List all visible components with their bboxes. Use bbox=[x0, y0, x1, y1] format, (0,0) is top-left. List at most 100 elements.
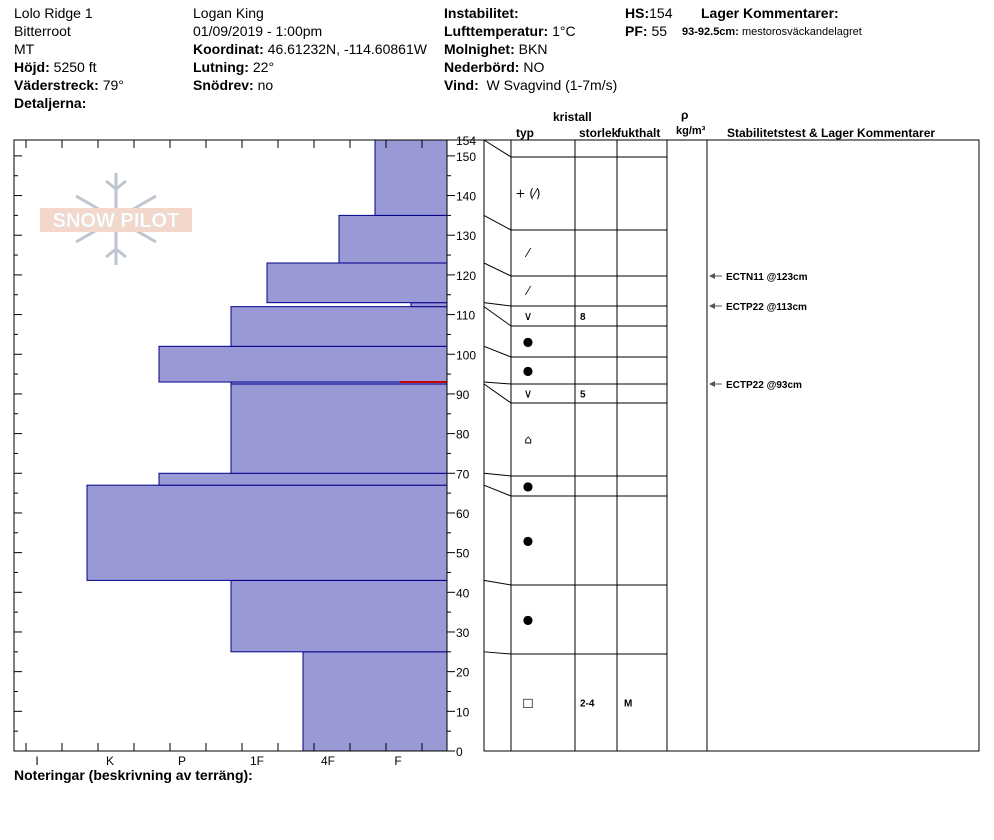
depth-tick-label: 20 bbox=[456, 666, 470, 680]
precip-value: NO bbox=[523, 59, 545, 75]
depth-tick-label: 150 bbox=[456, 150, 476, 164]
hardness-bar bbox=[230, 383, 448, 474]
header-moisture: fukthalt bbox=[617, 126, 660, 140]
snowpilot-logo: SNOW PILOT bbox=[40, 173, 192, 265]
aspect-value: 79° bbox=[102, 77, 124, 93]
grain-type-symbol: ⌂ bbox=[524, 433, 532, 447]
stability-arrow-head bbox=[709, 273, 715, 279]
profile-axes: I K P 1F 4F F 0 10 20 30 40 50 60 70 80 90 100 110 120 130 1… bbox=[13, 134, 484, 768]
elevation: Höjd: 5250 ft bbox=[14, 58, 96, 76]
layer-comment-range: 93-92.5cm: bbox=[682, 26, 739, 38]
cloud-cover: Molnighet: BKN bbox=[444, 40, 547, 58]
state: MT bbox=[14, 41, 35, 57]
hardness-bar bbox=[158, 345, 448, 383]
depth-tick-label: 60 bbox=[456, 507, 470, 521]
coordinates: Koordinat: 46.61232N, -114.60861W bbox=[193, 40, 427, 58]
depth-tick-label: 70 bbox=[456, 467, 470, 481]
hardness-tick-label: I bbox=[35, 754, 38, 768]
coord-label: Koordinat: bbox=[193, 41, 264, 57]
depth-tick-label: 100 bbox=[456, 348, 476, 362]
depth-connector bbox=[483, 381, 512, 385]
hardness-bar bbox=[230, 306, 448, 347]
cloud-value: BKN bbox=[518, 41, 548, 57]
hardness-bar bbox=[410, 302, 448, 308]
depth-connector bbox=[483, 383, 512, 404]
grain-type-symbol: ● bbox=[523, 613, 533, 627]
hs-value: 154 bbox=[649, 5, 673, 21]
profile-frame bbox=[13, 139, 448, 752]
aspect: Väderstreck: 79° bbox=[14, 76, 124, 94]
hardness-tick-label: 4F bbox=[321, 754, 335, 768]
header-density-unit: kg/m³ bbox=[676, 125, 706, 137]
datetime: 01/09/2019 - 1:00pm bbox=[193, 23, 323, 39]
stability-arrow-head bbox=[709, 303, 715, 309]
location-name: Lolo Ridge 1 bbox=[14, 5, 93, 21]
grain-type-symbol: ● bbox=[523, 479, 533, 493]
slope: Lutning: 22° bbox=[193, 58, 274, 76]
details-label: Detaljerna: bbox=[14, 95, 87, 111]
grain-type-symbol: ● bbox=[523, 364, 533, 378]
pf-label: PF: bbox=[625, 23, 648, 39]
depth-connector bbox=[483, 306, 512, 327]
depth-tick-label: 0 bbox=[456, 745, 463, 759]
layer-comment: 93-92.5cm: mestorosväckandelagret bbox=[682, 23, 862, 41]
slope-value: 22° bbox=[252, 59, 275, 75]
hardness-bar bbox=[374, 139, 448, 216]
depth-connector bbox=[483, 651, 512, 655]
foot-penetration: PF: 55 bbox=[625, 22, 667, 40]
depth-tick-label: 120 bbox=[456, 269, 476, 283]
logo-banner bbox=[40, 208, 192, 232]
hardness-bar bbox=[338, 214, 448, 264]
hardness-bar bbox=[230, 579, 448, 653]
wind-label: Vind: bbox=[444, 77, 479, 93]
hardness-bar bbox=[86, 484, 448, 581]
depth-tick-label: 40 bbox=[456, 586, 470, 600]
observer: Logan King bbox=[193, 5, 264, 21]
depth-tick-label: 110 bbox=[456, 309, 475, 323]
grain-type-symbol: ⁄ bbox=[524, 284, 532, 298]
cloud-label: Molnighet: bbox=[444, 41, 515, 57]
precip-label: Nederbörd: bbox=[444, 59, 520, 75]
grain-type-symbol: ● bbox=[523, 534, 533, 548]
grain-type-symbol: + (⁄) bbox=[515, 187, 540, 201]
top-depth-label: 154 bbox=[456, 134, 476, 148]
table-frame bbox=[483, 139, 980, 752]
drift-value: no bbox=[257, 77, 274, 93]
grain-type-symbol: □ bbox=[522, 696, 533, 710]
hardness-profile bbox=[86, 139, 448, 752]
pf-value: 55 bbox=[651, 23, 668, 39]
depth-tick-label: 80 bbox=[456, 428, 470, 442]
depth-tick-label: 90 bbox=[456, 388, 470, 402]
hardness-tick-label: 1F bbox=[250, 754, 264, 768]
depth-connector bbox=[483, 472, 512, 477]
grain-size: 2-4 bbox=[580, 699, 595, 710]
header-type: typ bbox=[516, 126, 534, 140]
stability-test-label: ECTP22 @93cm bbox=[726, 380, 802, 391]
hardness-tick-label: P bbox=[178, 754, 186, 768]
air-temperature: Lufttemperatur: 1°C bbox=[444, 22, 576, 40]
stability-test-label: ECTN11 @123cm bbox=[726, 272, 808, 283]
stability-test-label: ECTP22 @113cm bbox=[726, 302, 807, 313]
notes-label: Noteringar (beskrivning av terräng): bbox=[14, 767, 253, 783]
hardness-bar bbox=[302, 651, 448, 752]
hardness-bar bbox=[266, 262, 448, 304]
depth-tick-label: 30 bbox=[456, 626, 470, 640]
hardness-tick-label: F bbox=[394, 754, 401, 768]
wind: Vind: W Svagvind (1-7m/s) bbox=[444, 76, 617, 94]
grain-type-symbol: ∨ bbox=[524, 309, 533, 323]
mountain-range: Bitterroot bbox=[14, 23, 71, 39]
logo-text: SNOW PILOT bbox=[53, 210, 180, 232]
aspect-label: Väderstreck: bbox=[14, 77, 99, 93]
instability-label: Instabilitet: bbox=[444, 5, 519, 21]
slope-label: Lutning: bbox=[193, 59, 249, 75]
drift: Snödrev: no bbox=[193, 76, 273, 94]
grain-size: 5 bbox=[580, 390, 586, 401]
header-stability: Stabilitetstest & Lager Kommentarer bbox=[727, 126, 935, 140]
elevation-label: Höjd: bbox=[14, 59, 50, 75]
header-crystal: kristall bbox=[553, 110, 592, 124]
depth-tick-label: 130 bbox=[456, 229, 476, 243]
precipitation: Nederbörd: NO bbox=[444, 58, 544, 76]
depth-connector bbox=[483, 302, 512, 307]
stability-arrow-head bbox=[709, 381, 715, 387]
